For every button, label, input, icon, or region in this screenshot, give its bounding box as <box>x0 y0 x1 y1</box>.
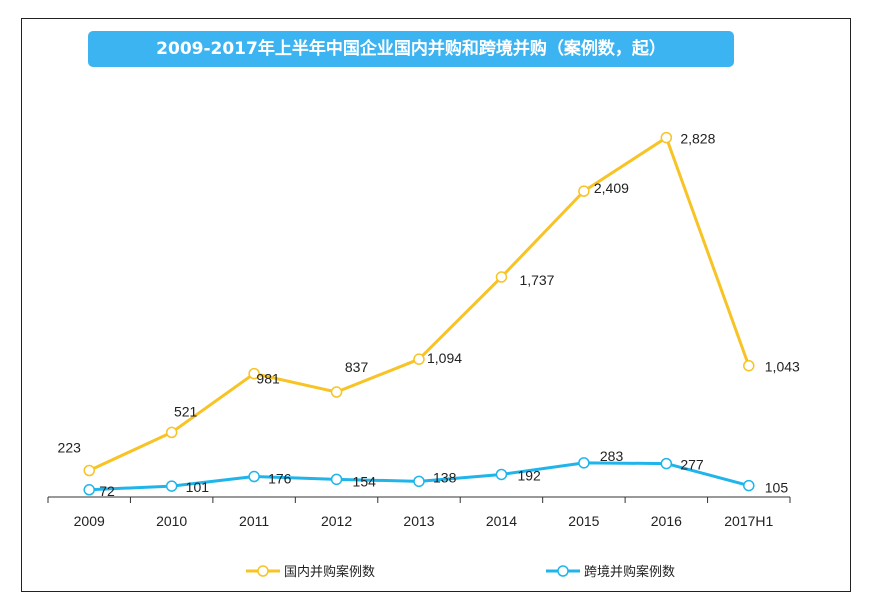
data-point <box>83 484 95 496</box>
data-point <box>495 271 508 283</box>
x-tick-label: 2009 <box>74 513 105 529</box>
x-tick-label: 2011 <box>239 513 269 529</box>
x-tick-label: 2012 <box>321 513 352 529</box>
data-point <box>165 426 178 439</box>
data-label: 1,043 <box>765 359 800 375</box>
data-label: 154 <box>353 473 377 489</box>
data-label: 521 <box>174 403 198 419</box>
data-label: 192 <box>517 467 541 483</box>
data-point <box>413 475 425 488</box>
data-point <box>248 367 260 380</box>
data-point <box>743 359 755 372</box>
data-label: 2,409 <box>594 180 629 196</box>
data-label: 138 <box>433 469 457 485</box>
data-label: 223 <box>58 440 82 456</box>
legend-label: 国内并购案例数 <box>284 564 375 580</box>
data-label: 105 <box>765 480 789 496</box>
x-tick-label: 2014 <box>486 513 517 529</box>
data-point <box>578 457 590 469</box>
x-tick-label: 2015 <box>568 513 599 529</box>
data-point <box>743 479 755 492</box>
data-point <box>660 457 673 470</box>
data-point <box>495 468 508 481</box>
data-label: 2,828 <box>680 131 715 147</box>
data-label: 277 <box>680 457 704 473</box>
data-label: 101 <box>186 479 210 495</box>
data-point <box>660 131 673 144</box>
data-point <box>165 480 178 492</box>
chart-title: 2009-2017年上半年中国企业国内并购和跨境并购（案例数，起） <box>88 31 734 67</box>
data-point <box>248 470 260 483</box>
data-point <box>330 386 343 398</box>
data-label: 1,737 <box>519 272 554 288</box>
data-point <box>83 464 95 477</box>
data-point <box>578 185 590 197</box>
legend-label: 跨境并购案例数 <box>584 564 675 580</box>
data-point <box>413 353 425 365</box>
series-line <box>88 136 751 472</box>
data-label: 283 <box>600 448 624 464</box>
x-tick-label: 2017H1 <box>724 513 773 529</box>
chart-frame <box>21 18 851 592</box>
data-label: 981 <box>256 371 280 387</box>
legend-marker <box>557 565 569 577</box>
data-label: 176 <box>268 471 292 487</box>
x-tick-label: 2013 <box>403 513 434 529</box>
data-label: 837 <box>345 359 369 375</box>
data-point <box>330 473 343 486</box>
data-label: 1,094 <box>427 350 462 366</box>
x-tick-label: 2016 <box>651 513 682 529</box>
x-tick-label: 2010 <box>156 513 187 529</box>
legend-marker <box>257 565 269 577</box>
data-label: 72 <box>99 483 115 499</box>
